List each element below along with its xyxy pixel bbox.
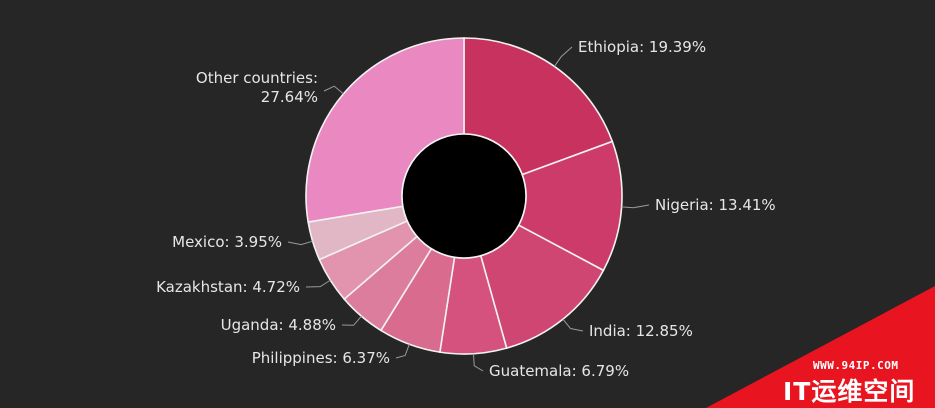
label-nigeria: Nigeria: 13.41% bbox=[655, 196, 776, 214]
leader-line-ethiopia bbox=[553, 46, 573, 67]
label-uganda: Uganda: 4.88% bbox=[221, 316, 336, 334]
label-philippines: Philippines: 6.37% bbox=[252, 349, 390, 367]
watermark-red-triangle bbox=[706, 286, 935, 408]
donut-labels: Ethiopia: 19.39% Nigeria: 13.41% India: 12… bbox=[156, 38, 776, 380]
watermark-site-name: IT运维空间 bbox=[783, 377, 916, 406]
label-india: India: 12.85% bbox=[589, 322, 693, 340]
label-mexico: Mexico: 3.95% bbox=[172, 233, 282, 251]
watermark-url: WWW.94IP.COM bbox=[813, 359, 899, 372]
donut-slices bbox=[305, 37, 623, 355]
label-other-countries: Other countries: 27.64% bbox=[196, 69, 318, 106]
label-kazakhstan: Kazakhstan: 4.72% bbox=[156, 278, 300, 296]
leader-line-mexico bbox=[287, 240, 313, 246]
leader-line-kazakhstan bbox=[305, 279, 331, 288]
label-ethiopia: Ethiopia: 19.39% bbox=[578, 38, 706, 56]
leader-line-other-countries bbox=[323, 85, 344, 95]
leader-line-nigeria bbox=[621, 204, 650, 209]
leader-line-guatemala bbox=[472, 353, 484, 372]
leader-line-uganda bbox=[341, 315, 362, 326]
label-guatemala: Guatemala: 6.79% bbox=[489, 362, 629, 380]
leader-line-india bbox=[562, 318, 584, 332]
donut-hole bbox=[401, 133, 527, 259]
leader-line-philippines bbox=[395, 344, 410, 359]
